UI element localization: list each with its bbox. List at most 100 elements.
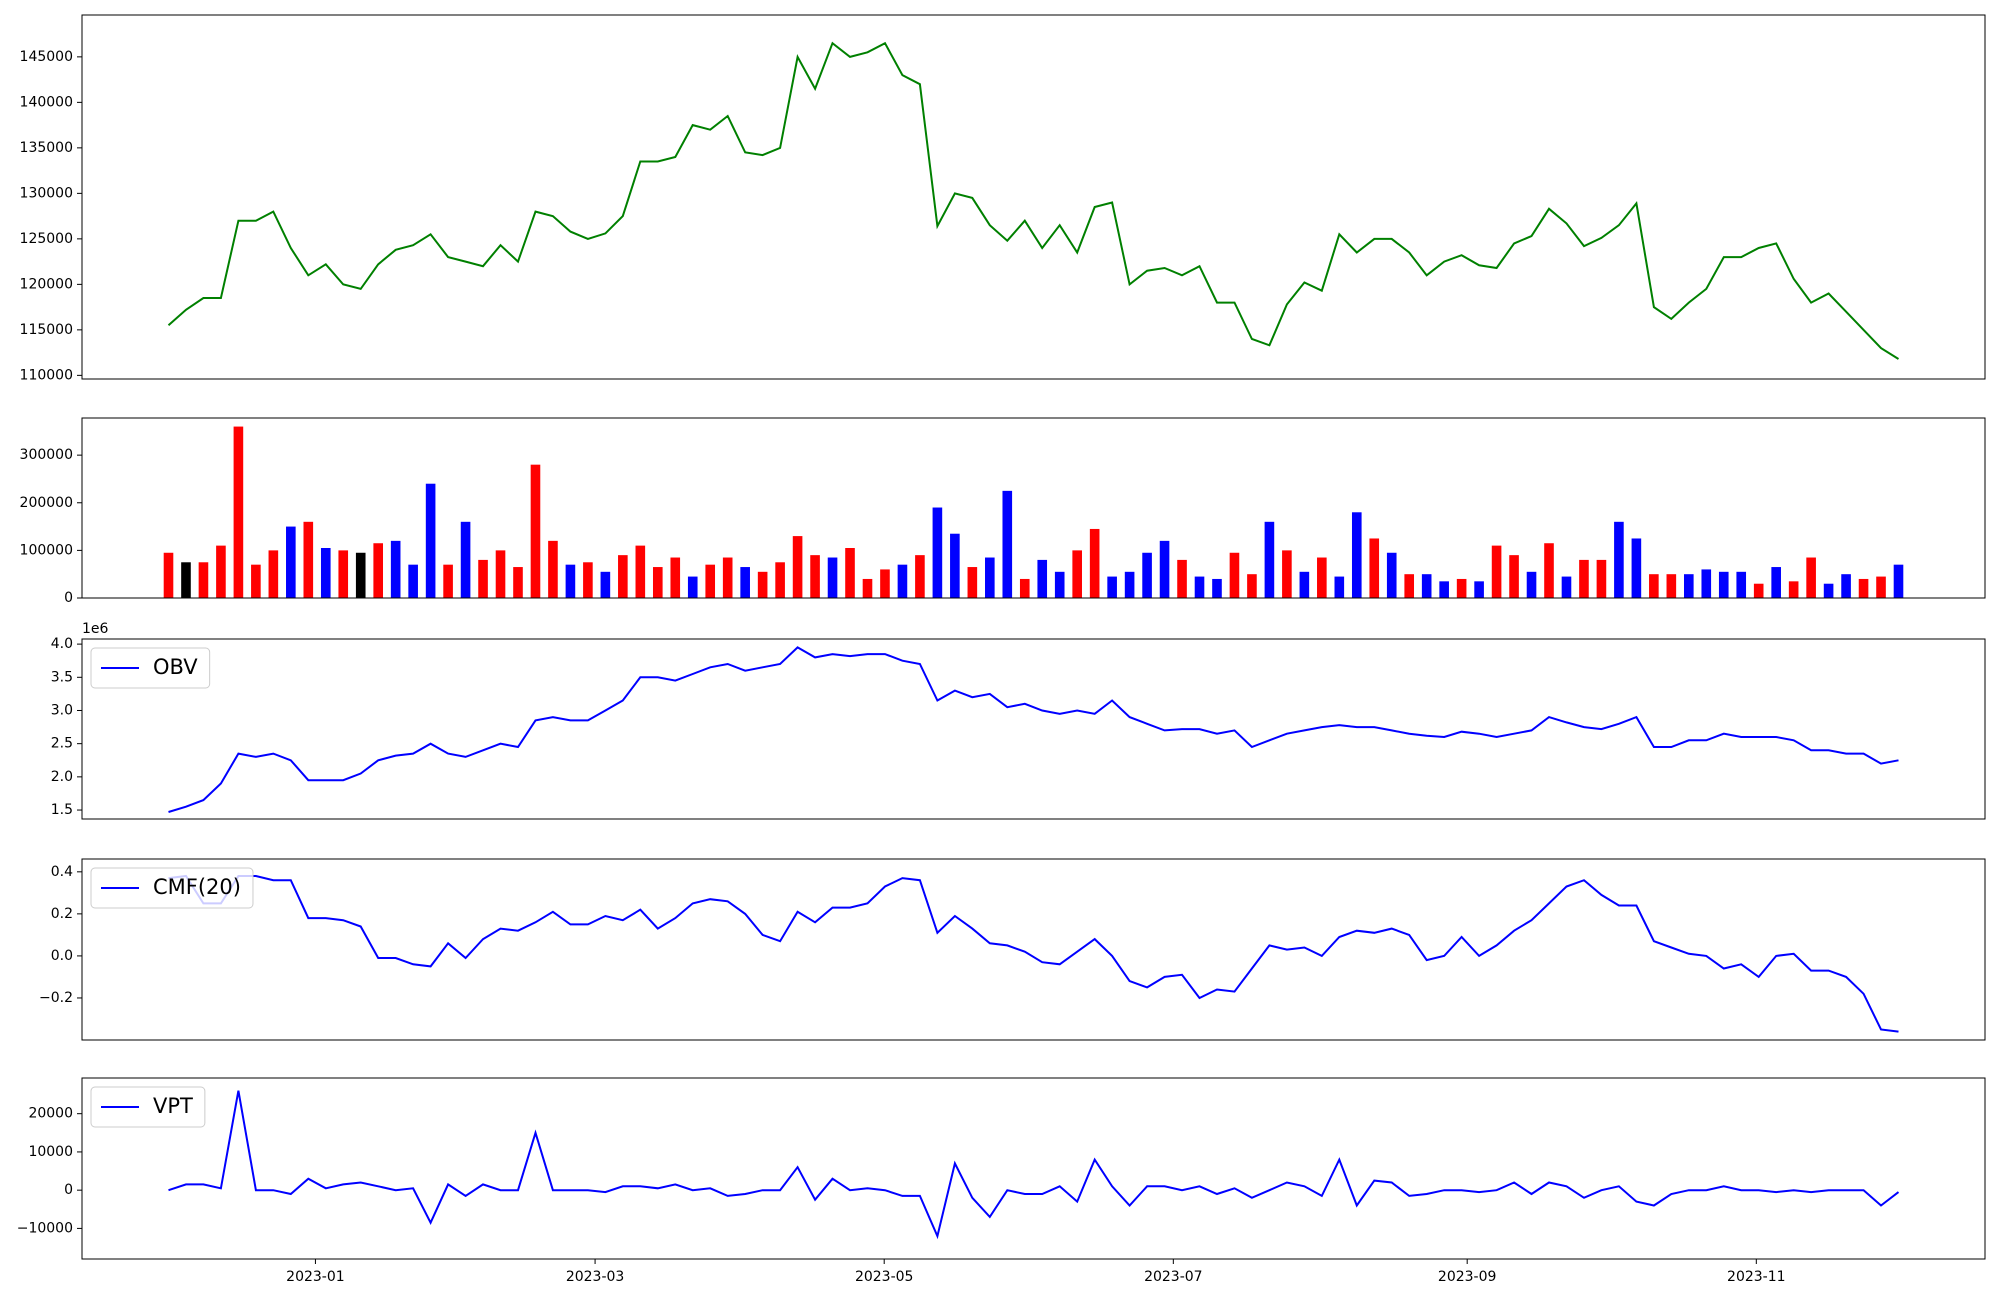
volume-bar — [1282, 550, 1292, 598]
volume-bar — [530, 464, 541, 598]
volume-bar — [915, 555, 925, 598]
volume-bar — [338, 550, 349, 598]
volume-bar — [1317, 557, 1327, 598]
y-tick-label: 2.5 — [51, 736, 73, 752]
volume-bar — [1421, 574, 1432, 598]
y-tick-label: 115000 — [20, 322, 73, 338]
volume-bar — [1561, 576, 1572, 598]
volume-bar — [251, 564, 261, 598]
volume-bar — [1212, 578, 1222, 598]
y-tick-label: 20000 — [28, 1106, 73, 1122]
y-tick-label: 0 — [64, 590, 73, 606]
volume-bar — [932, 507, 943, 598]
volume-bar — [1823, 583, 1834, 598]
y-tick-label: 4.0 — [51, 636, 73, 652]
volume-bar — [1771, 567, 1781, 598]
volume-bar — [1736, 571, 1747, 598]
x-tick-label: 2023-07 — [1144, 1269, 1203, 1285]
volume-bar — [1089, 528, 1100, 598]
y-tick-label: 135000 — [20, 140, 73, 156]
volume-bar — [1683, 574, 1694, 598]
volume-bar — [1526, 571, 1537, 598]
x-tick-label: 2023-09 — [1438, 1269, 1497, 1285]
volume-bar — [1072, 550, 1082, 598]
volume-bar — [1247, 574, 1257, 598]
volume-bar — [1142, 552, 1152, 598]
volume-bar — [1701, 569, 1712, 598]
y-tick-label: 0.0 — [51, 948, 73, 964]
y-tick-label: 100000 — [20, 542, 73, 558]
volume-bar — [1718, 571, 1729, 598]
y-tick-label: 300000 — [20, 447, 73, 463]
volume-bar — [460, 521, 471, 598]
volume-bar — [985, 557, 995, 598]
axis-offset-label: 1e6 — [82, 621, 109, 637]
y-tick-label: 0.2 — [51, 906, 73, 922]
volume-bar — [687, 576, 698, 598]
volume-bar — [1299, 571, 1310, 598]
y-tick-label: 125000 — [20, 231, 73, 247]
volume-bar — [862, 578, 873, 598]
volume-bar — [705, 564, 716, 598]
volume-bar — [1841, 574, 1851, 598]
volume-bar — [722, 557, 733, 598]
series-line — [168, 646, 1899, 813]
volume-bar — [810, 555, 820, 598]
series-line — [168, 1090, 1900, 1240]
volume-bar — [600, 571, 611, 598]
volume-bar — [286, 526, 296, 598]
y-tick-label: 145000 — [20, 49, 73, 65]
volume-bar — [303, 521, 314, 598]
volume-bar — [495, 550, 506, 598]
legend-label: VPT — [153, 1094, 193, 1118]
volume-bar — [1491, 545, 1502, 598]
y-tick-label: −10000 — [17, 1220, 73, 1236]
volume-bar — [373, 543, 384, 598]
volume-bar — [1264, 521, 1275, 598]
volume-bar — [1229, 552, 1240, 598]
x-tick-label: 2023-03 — [566, 1269, 625, 1285]
volume-bar — [670, 557, 681, 598]
axes-frame — [81, 858, 1986, 1041]
volume-bar — [1544, 543, 1554, 598]
volume-bar — [1334, 576, 1345, 598]
volume-bar — [897, 564, 908, 598]
volume-bar — [181, 562, 191, 598]
volume-bar — [443, 564, 453, 598]
volume-bar — [1124, 571, 1135, 598]
legend-box — [90, 867, 254, 909]
volume-bar — [1614, 521, 1624, 598]
volume-bar — [1876, 576, 1886, 598]
volume-bar — [408, 564, 418, 598]
volume-bar — [950, 533, 960, 598]
y-tick-label: 140000 — [20, 94, 73, 110]
volume-bar — [1579, 559, 1589, 598]
volume-bar — [1858, 578, 1869, 598]
volume-bar — [1159, 540, 1170, 598]
y-tick-label: 1.5 — [51, 802, 73, 818]
volume-bar — [1404, 574, 1415, 598]
volume-bar — [1666, 574, 1677, 598]
volume-bar — [355, 552, 366, 598]
volume-bar — [425, 483, 436, 598]
series-line — [168, 874, 1899, 1033]
y-tick-label: 2.0 — [51, 769, 73, 785]
x-tick-label: 2023-11 — [1727, 1269, 1786, 1285]
volume-bar — [845, 548, 855, 598]
y-tick-label: 3.0 — [51, 702, 73, 718]
volume-bar — [1439, 581, 1449, 598]
y-tick-label: 3.5 — [51, 669, 73, 685]
volume-bar — [1194, 576, 1205, 598]
volume-bar — [1456, 578, 1467, 598]
x-tick-label: 2023-05 — [855, 1269, 914, 1285]
volume-bar — [1037, 559, 1048, 598]
legend-label: OBV — [153, 655, 198, 679]
volume-bar — [1893, 564, 1904, 598]
volume-bar — [827, 557, 838, 598]
volume-bar — [1806, 557, 1816, 598]
volume-bar — [478, 559, 488, 598]
volume-bar — [163, 552, 174, 598]
volume-bar — [198, 562, 209, 598]
y-tick-label: −0.2 — [39, 990, 73, 1006]
